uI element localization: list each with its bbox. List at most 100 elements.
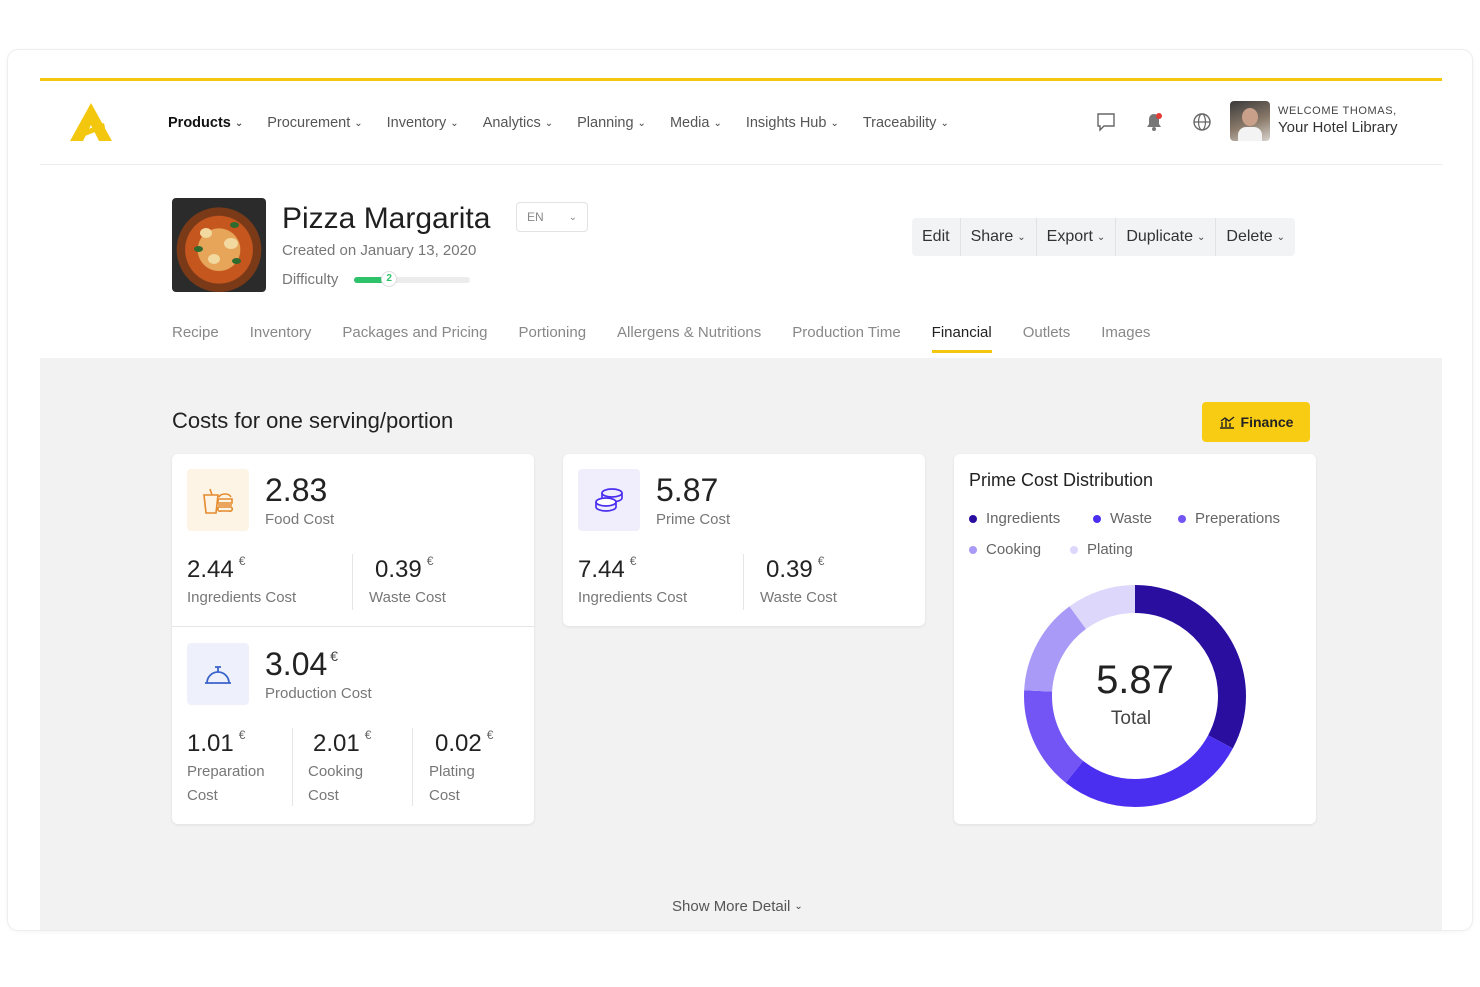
production-icon-box [187,643,249,705]
cooking-cost-label: Cooking Cost [308,763,364,804]
coins-icon [595,488,623,512]
legend-ingredients: Ingredients [969,510,1060,527]
food-cost-label: Food Cost [265,511,335,528]
chevron-down-icon: ⌄ [830,117,839,129]
language-value: EN [527,210,544,224]
action-label: Export [1046,228,1093,245]
action-toolbar: Edit Share ⌄ Export ⌄ Duplicate ⌄ Delete ⌄ [912,218,1296,256]
food-icon-box [187,469,249,531]
food-cost-card: 2.83 Food Cost 2.44 € Ingredients Cost 0.… [172,454,534,824]
donut-total-label: Total [1110,708,1152,729]
action-label: Duplicate [1126,228,1194,245]
prime-ingredients-value: 7.44 € [578,554,637,583]
menu-label: Products [168,115,231,131]
legend-dot [1093,514,1101,523]
tab-images[interactable]: Images [1101,324,1151,341]
app-logo[interactable] [68,101,114,143]
legend-preparations: Preperations [1178,510,1280,527]
ingredients-cost-value: 2.44 € [187,554,246,583]
prime-ingredients-label: Ingredients Cost [578,589,688,606]
legend-dot [969,514,977,523]
section-title: Costs for one serving/portion [172,408,454,433]
menu-products[interactable]: Products ⌄ [168,115,243,131]
edit-button[interactable]: Edit [912,218,961,256]
ingredients-cost-label: Ingredients Cost [187,589,297,606]
divider [292,728,293,806]
divider [412,728,413,806]
tab-allergens-nutritions[interactable]: Allergens & Nutritions [617,324,762,341]
duplicate-button[interactable]: Duplicate ⌄ [1116,218,1217,256]
donut-segment-waste [1024,585,1246,807]
chevron-down-icon: ⌄ [568,211,577,223]
welcome-text: WELCOME THOMAS, [1278,105,1397,118]
tab-financial[interactable]: Financial [931,324,992,353]
menu-inventory[interactable]: Inventory ⌄ [387,115,459,131]
preparation-cost-value: 1.01 € [187,728,246,757]
waste-cost-value: 0.39 € [375,554,434,583]
prime-cost-card: 5.87 Prime Cost 7.44 € Ingredients Cost 0… [563,454,925,626]
menu-traceability[interactable]: Traceability ⌄ [863,115,949,131]
chevron-down-icon: ⌄ [637,117,646,129]
menu-procurement[interactable]: Procurement ⌄ [267,115,362,131]
chevron-down-icon: ⌄ [1276,231,1286,243]
menu-label: Analytics [482,115,541,131]
chevron-down-icon: ⌄ [1017,231,1026,243]
language-select[interactable]: EN ⌄ [516,202,588,232]
globe-icon[interactable] [1191,111,1213,133]
preparation-cost-label: Preparation Cost [187,763,265,804]
chevron-down-icon: ⌄ [544,117,554,129]
prime-cost-donut [1024,585,1246,807]
tab-production-time[interactable]: Production Time [792,324,901,341]
page-title: Pizza Margarita [282,202,491,235]
tab-portioning[interactable]: Portioning [518,324,587,341]
distribution-card: Prime Cost Distribution Ingredients Wast… [954,454,1316,824]
chevron-down-icon: ⌄ [1096,231,1106,243]
difficulty-label: Difficulty [282,271,339,288]
tab-outlets[interactable]: Outlets [1022,324,1071,341]
legend-cooking: Cooking [969,541,1041,558]
action-label: Delete [1226,228,1273,245]
divider [172,626,534,627]
tab-packages-and-pricing[interactable]: Packages and Pricing [342,324,488,341]
donut-segment-plating [1024,585,1246,807]
prime-waste-label: Waste Cost [760,589,837,606]
user-profile[interactable]: WELCOME THOMAS, Your Hotel Library [1230,101,1398,141]
legend-dot [1178,514,1186,523]
share-button[interactable]: Share ⌄ [961,218,1037,256]
menu-analytics[interactable]: Analytics ⌄ [483,115,553,131]
prime-cost-label: Prime Cost [656,511,731,528]
production-cost-value: 3.04 € [265,646,339,682]
difficulty-slider[interactable]: 2 [354,270,471,287]
product-header: Pizza Margarita EN ⌄ Created on January … [40,166,1442,356]
cloche-icon [205,666,231,684]
plating-cost-label: Plating Cost [429,763,475,804]
menu-label: Media [669,115,710,131]
menu-insights-hub[interactable]: Insights Hub ⌄ [746,115,839,131]
chevron-down-icon: ⌄ [354,117,363,129]
export-button[interactable]: Export ⌄ [1037,218,1117,256]
plating-cost-value: 0.02 € [435,728,494,757]
donut-segment-preparations [1024,585,1246,807]
brand-accent-bar [40,78,1442,81]
show-more-detail-button[interactable]: Show More Detail ⌄ [672,898,803,915]
chat-icon[interactable] [1095,111,1117,133]
tab-inventory[interactable]: Inventory [249,324,312,341]
bell-icon[interactable] [1143,111,1165,133]
menu-label: Procurement [267,115,351,131]
browser-frame: Products ⌄ Procurement ⌄ Inventory ⌄ Analyt… [8,50,1472,930]
chevron-down-icon: ⌄ [940,117,949,129]
finance-button[interactable]: Finance [1202,402,1310,442]
menu-media[interactable]: Media ⌄ [670,115,722,131]
difficulty-value: 2 [381,270,398,287]
product-tabs: Recipe Inventory Packages and Pricing Po… [172,324,1181,353]
chart-icon [1219,416,1234,429]
delete-button[interactable]: Delete ⌄ [1216,218,1295,256]
prime-icon-box [578,469,640,531]
main-menu: Products ⌄ Procurement ⌄ Inventory ⌄ Analyt… [168,81,973,165]
show-more-label: Show More Detail [672,898,791,915]
menu-label: Traceability [862,115,937,131]
tab-recipe[interactable]: Recipe [172,324,219,341]
donut-total-value: 5.87 [1096,658,1174,702]
cooking-cost-value: 2.01 € [313,728,372,757]
menu-planning[interactable]: Planning ⌄ [577,115,646,131]
